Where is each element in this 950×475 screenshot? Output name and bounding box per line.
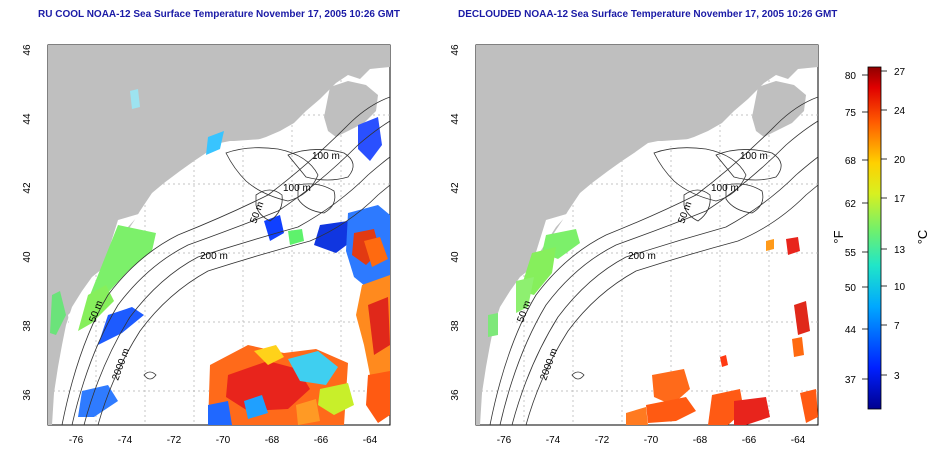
- right-y-tick: 38: [450, 320, 461, 332]
- left-contour-label-100a: 100 m: [312, 151, 340, 162]
- colorbar-c-tick: 3: [894, 371, 900, 382]
- left-sst-field: [50, 89, 390, 425]
- left-map-title: RU COOL NOAA-12 Sea Surface Temperature …: [38, 9, 400, 20]
- left-map-panel: 100 m 100 m 50 m 200 m 50 m 2000 m 36 38…: [22, 44, 391, 446]
- colorbar-gradient: [867, 66, 882, 410]
- colorbar-c-tick: 10: [894, 282, 906, 293]
- right-y-tick: 40: [450, 251, 461, 263]
- right-y-tick: 44: [450, 113, 461, 125]
- right-y-tick: 36: [450, 389, 461, 401]
- right-y-tick: 42: [450, 182, 461, 194]
- colorbar-f-tick: 50: [845, 283, 857, 294]
- left-x-tick: -76: [69, 435, 84, 446]
- left-x-tick: -68: [265, 435, 280, 446]
- colorbar-unit-c: °C: [915, 230, 930, 245]
- left-x-tick: -66: [314, 435, 329, 446]
- right-x-tick: -64: [791, 435, 806, 446]
- colorbar-c-tick: 13: [894, 245, 906, 256]
- left-x-axis: -76 -74 -72 -70 -68 -66 -64: [69, 435, 378, 446]
- right-contour-label-100b: 100 m: [711, 183, 739, 194]
- right-x-tick: -68: [693, 435, 708, 446]
- colorbar-f-tick: 80: [845, 71, 857, 82]
- left-y-tick: 40: [22, 251, 33, 263]
- left-x-tick: -64: [363, 435, 378, 446]
- right-x-axis: -76 -74 -72 -70 -68 -66 -64: [497, 435, 806, 446]
- left-y-tick: 36: [22, 389, 33, 401]
- right-x-tick: -74: [546, 435, 561, 446]
- colorbar-c-tick: 27: [894, 67, 906, 78]
- left-x-tick: -70: [216, 435, 231, 446]
- left-y-tick: 44: [22, 113, 33, 125]
- left-contour-label-100b: 100 m: [283, 183, 311, 194]
- left-x-tick: -72: [167, 435, 182, 446]
- left-y-tick: 42: [22, 182, 33, 194]
- colorbar-f-tick: 37: [845, 375, 857, 386]
- colorbar-tick-marks: [862, 70, 887, 380]
- colorbar: 80 75 68 62 55 50 44 37 27 24 20 17 13 1…: [831, 66, 930, 410]
- right-y-tick: 46: [450, 44, 461, 56]
- right-contour-label-200: 200 m: [628, 251, 656, 262]
- right-sst-field: [488, 229, 818, 425]
- colorbar-f-tick: 75: [845, 108, 857, 119]
- colorbar-c-ticks: 27 24 20 17 13 10 7 3: [894, 67, 906, 382]
- right-map-panel: 100 m 100 m 50 m 200 m 50 m 2000 m 36 38…: [450, 44, 819, 446]
- right-x-tick: -76: [497, 435, 512, 446]
- colorbar-c-tick: 20: [894, 155, 906, 166]
- colorbar-f-tick: 62: [845, 199, 857, 210]
- right-y-axis: 36 38 40 42 44 46: [450, 44, 461, 401]
- colorbar-c-tick: 17: [894, 194, 906, 205]
- right-x-tick: -72: [595, 435, 610, 446]
- left-y-tick: 46: [22, 44, 33, 56]
- colorbar-f-tick: 55: [845, 248, 857, 259]
- left-y-axis: 36 38 40 42 44 46: [22, 44, 33, 401]
- colorbar-f-tick: 44: [845, 325, 857, 336]
- left-y-tick: 38: [22, 320, 33, 332]
- colorbar-f-tick: 68: [845, 156, 857, 167]
- colorbar-f-ticks: 80 75 68 62 55 50 44 37: [845, 71, 857, 386]
- left-contour-label-200: 200 m: [200, 251, 228, 262]
- colorbar-c-tick: 24: [894, 106, 906, 117]
- right-map-title: DECLOUDED NOAA-12 Sea Surface Temperatur…: [458, 9, 838, 20]
- colorbar-unit-f: °F: [831, 230, 846, 243]
- colorbar-c-tick: 7: [894, 321, 900, 332]
- right-x-tick: -66: [742, 435, 757, 446]
- left-x-tick: -74: [118, 435, 133, 446]
- right-x-tick: -70: [644, 435, 659, 446]
- right-contour-label-100a: 100 m: [740, 151, 768, 162]
